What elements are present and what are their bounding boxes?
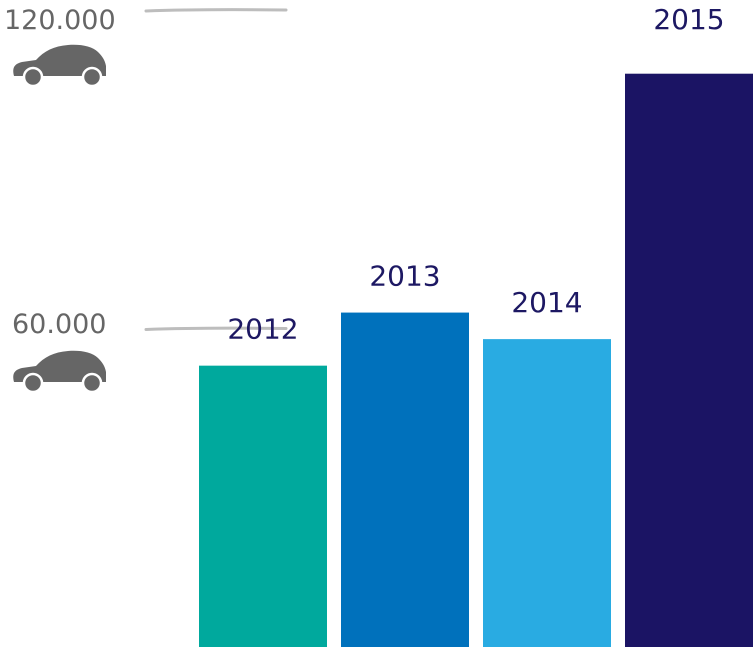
car-icon <box>13 350 106 394</box>
y-axis-ticks: 60.000 120.000 <box>4 5 288 394</box>
bars <box>199 73 753 647</box>
bar-2015 <box>625 73 753 647</box>
car-icon <box>13 44 106 88</box>
category-label: 2012 <box>227 313 298 346</box>
bar-2013 <box>341 312 469 647</box>
category-label: 2015 <box>653 3 724 36</box>
y-tick-label: 60.000 <box>12 309 106 340</box>
bar-2012 <box>199 365 327 647</box>
y-tick: 120.000 <box>4 5 288 88</box>
y-tick: 60.000 <box>12 309 288 394</box>
bar-2014 <box>483 339 611 647</box>
category-labels: 2012 2013 2014 2015 <box>227 3 724 346</box>
category-label: 2013 <box>369 260 440 293</box>
tick-line <box>144 8 288 13</box>
category-label: 2014 <box>511 286 582 319</box>
tick-line <box>144 326 288 331</box>
y-tick-label: 120.000 <box>4 5 116 36</box>
